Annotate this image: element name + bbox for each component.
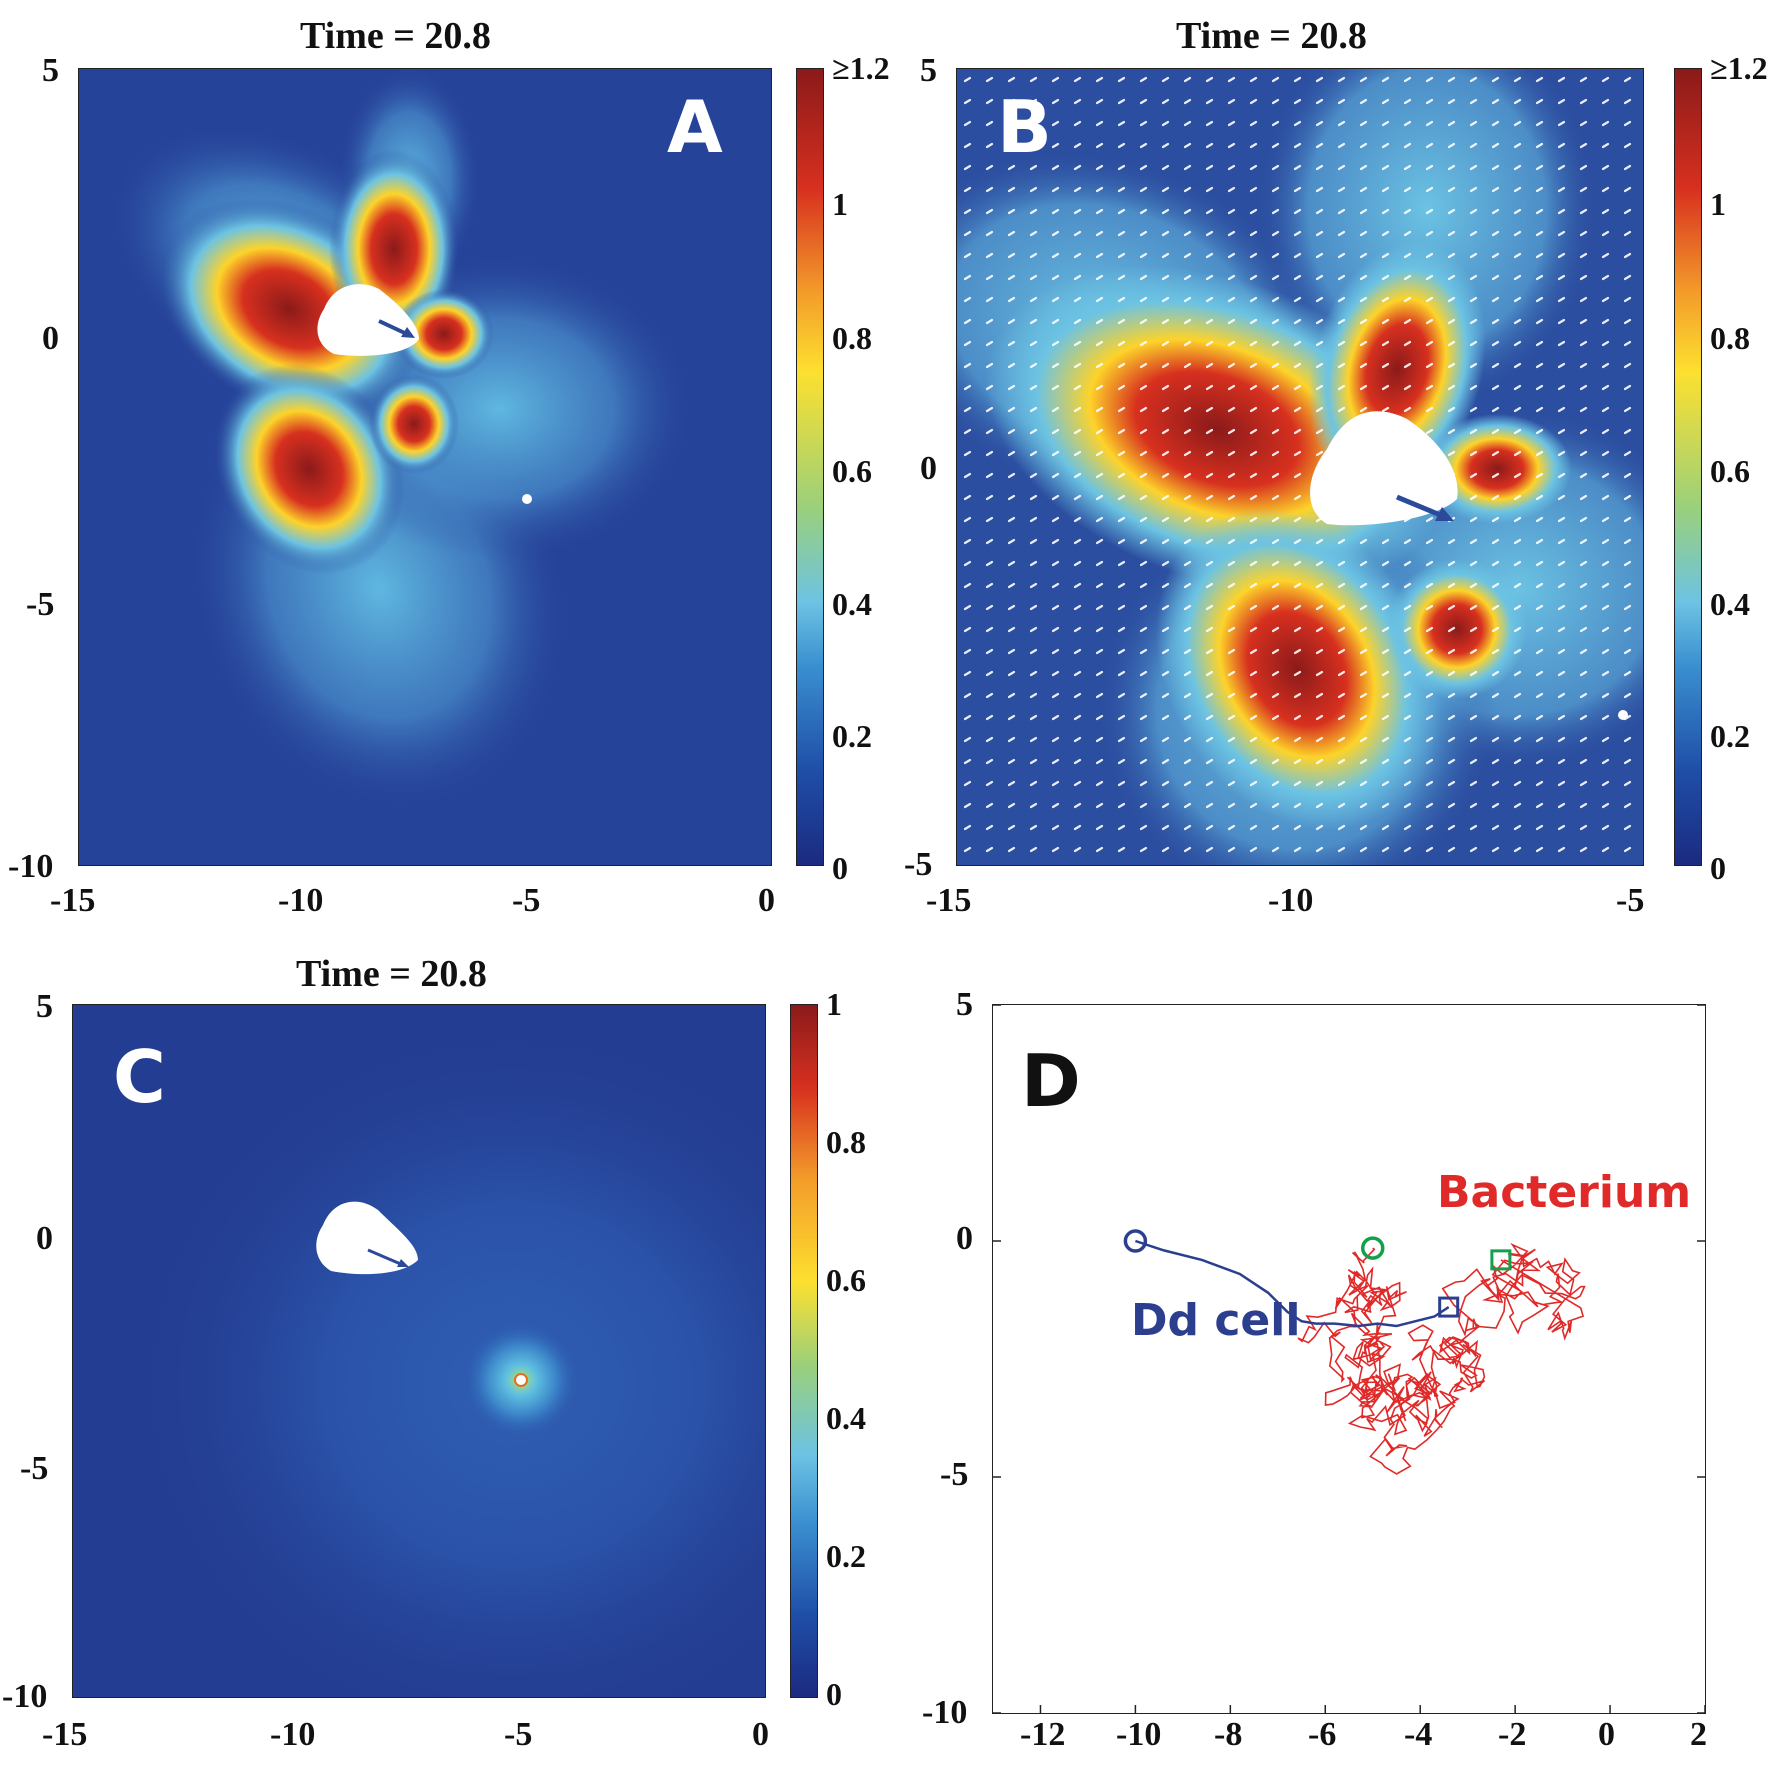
- panel-b-cb-tick: 0: [1710, 850, 1726, 886]
- panel-c-xtick: -15: [42, 1716, 88, 1753]
- panel-c-xtick: -5: [504, 1716, 533, 1753]
- panel-c-cb-tick: 0.2: [826, 1538, 866, 1574]
- panel-b-bacterium: [1618, 710, 1628, 720]
- panel-d-trajectories: [993, 1005, 1705, 1713]
- panel-d-xtick: -8: [1214, 1716, 1243, 1753]
- panel-b-colorbar: [1674, 68, 1702, 866]
- panel-a-plot: A: [78, 68, 772, 866]
- panel-a-cb-tick: 0.8: [832, 320, 872, 356]
- panel-d-xtick: 2: [1690, 1716, 1707, 1753]
- panel-b-heatmap: [957, 69, 1643, 865]
- panel-c-plot: C: [72, 1004, 766, 1698]
- panel-c-cb-tick: 0: [826, 1676, 842, 1712]
- panel-d-letter: D: [1021, 1039, 1081, 1123]
- panel-d-ytick: -10: [922, 1694, 968, 1731]
- panel-c-xtick: -10: [270, 1716, 316, 1753]
- panel-c-cell-arrow: [367, 1248, 404, 1267]
- panel-a-colorbar: [796, 68, 824, 866]
- panel-b-ytick: 5: [920, 52, 937, 89]
- panel-b-letter: B: [997, 85, 1052, 169]
- panel-c-cb-tick: 0.4: [826, 1400, 866, 1436]
- panel-c-ytick: -10: [2, 1678, 48, 1715]
- panel-d-xtick: -4: [1404, 1716, 1433, 1753]
- panel-a-cb-tick: 0: [832, 850, 848, 886]
- panel-a-xtick: -5: [512, 882, 541, 919]
- panel-a-cb-tick: 0.2: [832, 718, 872, 754]
- panel-a-title: Time = 20.8: [300, 15, 491, 57]
- panel-d-xtick: -12: [1020, 1716, 1066, 1753]
- panel-a-heatmap: [79, 69, 771, 865]
- panel-b-ytick: 0: [920, 450, 937, 487]
- panel-a-cb-tick: ≥1.2: [832, 50, 890, 86]
- panel-c-cb-tick: 1: [826, 986, 842, 1022]
- panel-c-colorbar: [790, 1004, 818, 1698]
- dd-cell-label: Dd cell: [1131, 1295, 1301, 1346]
- panel-a-cell: [317, 284, 419, 356]
- panel-d-xtick: 0: [1598, 1716, 1615, 1753]
- panel-c-bacterium: [514, 1373, 528, 1387]
- panel-a-ytick: -5: [26, 586, 55, 623]
- panel-b-plot: B: [956, 68, 1644, 866]
- panel-b-ytick: -5: [904, 846, 933, 883]
- dd-end-marker: [1438, 1296, 1460, 1318]
- panel-a-ytick: 0: [42, 320, 59, 357]
- panel-b-cb-tick: 0.8: [1710, 320, 1750, 356]
- panel-a-ytick: -10: [8, 848, 54, 885]
- panel-b-cb-tick: 0.2: [1710, 718, 1750, 754]
- bacterium-trajectory: [1297, 1242, 1586, 1475]
- panel-a-bacterium: [522, 494, 532, 504]
- panel-a-cb-tick: 0.6: [832, 453, 872, 489]
- panel-a-xtick: -15: [50, 882, 96, 919]
- panel-a-cb-tick: 1: [832, 186, 848, 222]
- panel-b-cell-arrow: [1396, 494, 1446, 520]
- panel-c-title: Time = 20.8: [296, 953, 487, 995]
- panel-d-xtick: -10: [1116, 1716, 1162, 1753]
- panel-b-cb-tick: 1: [1710, 186, 1726, 222]
- bacterium-end-marker: [1490, 1249, 1512, 1271]
- dd-start-marker: [1123, 1229, 1148, 1253]
- panel-c-ytick: 0: [36, 1220, 53, 1257]
- panel-c-heatmap: [73, 1005, 765, 1697]
- panel-b-cb-tick: ≥1.2: [1710, 50, 1768, 86]
- panel-d-plot: D Dd cell Bacterium: [992, 1004, 1706, 1714]
- panel-a-ytick: 5: [42, 52, 59, 89]
- panel-b-title: Time = 20.8: [1176, 15, 1367, 57]
- panel-d-xtick: -2: [1498, 1716, 1527, 1753]
- dd-trajectory: [1135, 1239, 1450, 1328]
- panel-b-xtick: -15: [926, 882, 972, 919]
- panel-d-xtick: -6: [1308, 1716, 1337, 1753]
- panel-d-ytick: 0: [956, 1220, 973, 1257]
- panel-a-cb-tick: 0.4: [832, 586, 872, 622]
- panel-b-cell: [1310, 411, 1458, 526]
- panel-a-xtick: -10: [278, 882, 324, 919]
- panel-a-xtick: 0: [758, 882, 775, 919]
- bacterium-start-marker: [1360, 1236, 1385, 1260]
- panel-b-xtick: -5: [1616, 882, 1645, 919]
- panel-c-cb-tick: 0.8: [826, 1124, 866, 1160]
- panel-c-ytick: 5: [36, 988, 53, 1025]
- panel-b-xtick: -10: [1268, 882, 1314, 919]
- panel-b-cb-tick: 0.4: [1710, 586, 1750, 622]
- panel-d-ytick: -5: [940, 1456, 969, 1493]
- panel-c-letter: C: [113, 1035, 166, 1119]
- panel-a-letter: A: [667, 85, 723, 169]
- panel-b-cb-tick: 0.6: [1710, 453, 1750, 489]
- panel-c-cell: [316, 1201, 418, 1275]
- panel-c-ytick: -5: [20, 1450, 49, 1487]
- panel-c-xtick: 0: [752, 1716, 769, 1753]
- bacterium-label: Bacterium: [1437, 1167, 1692, 1218]
- panel-d-ytick: 5: [956, 986, 973, 1023]
- panel-c-cb-tick: 0.6: [826, 1262, 866, 1298]
